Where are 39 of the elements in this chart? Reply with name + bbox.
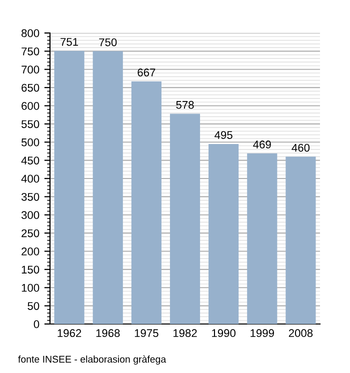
y-tick-label: 200	[22, 248, 40, 256]
y-tick-label: 400	[21, 174, 40, 183]
y-tick-label: 300	[21, 211, 40, 220]
y-tick-label: 750	[22, 47, 40, 56]
x-tick-label: 1975	[134, 329, 158, 338]
data-label: 469	[253, 140, 271, 148]
x-tick-label: 1962	[58, 329, 82, 338]
x-tick-label: 1982	[173, 329, 197, 338]
y-tick-label: 800	[22, 29, 40, 38]
data-label: 667	[138, 68, 156, 76]
bar	[286, 156, 316, 324]
x-tick-label: 1968	[96, 329, 120, 338]
y-tick-label: 500	[21, 138, 40, 146]
bar	[131, 81, 162, 324]
y-tick-label: 350	[21, 192, 40, 201]
bar	[92, 51, 123, 324]
y-tick-label: 650	[22, 84, 40, 92]
x-tick-label: 1999	[250, 329, 274, 338]
bar	[247, 153, 278, 324]
x-tick-label: 2008	[288, 329, 313, 338]
data-label: 578	[176, 100, 194, 109]
y-tick-label: 150	[22, 266, 40, 274]
y-tick-label: 0	[34, 320, 40, 328]
data-label: 460	[292, 144, 310, 152]
x-tick-label: 1990	[212, 329, 236, 338]
data-label: 495	[214, 131, 232, 139]
y-tick-label: 700	[22, 66, 40, 74]
source-note: fonte INSEE - elaborasion gràfega	[18, 355, 166, 365]
bar	[170, 114, 200, 324]
bar	[208, 144, 239, 324]
y-tick-label: 600	[22, 102, 40, 110]
y-tick-label: 450	[21, 156, 40, 164]
data-label: 750	[99, 38, 117, 46]
y-tick-label: 250	[22, 229, 40, 238]
y-tick-label: 100	[22, 284, 40, 292]
bar	[54, 50, 84, 324]
data-label: 751	[60, 38, 78, 46]
y-tick-label: 550	[21, 120, 40, 128]
y-tick-label: 50	[28, 302, 40, 310]
